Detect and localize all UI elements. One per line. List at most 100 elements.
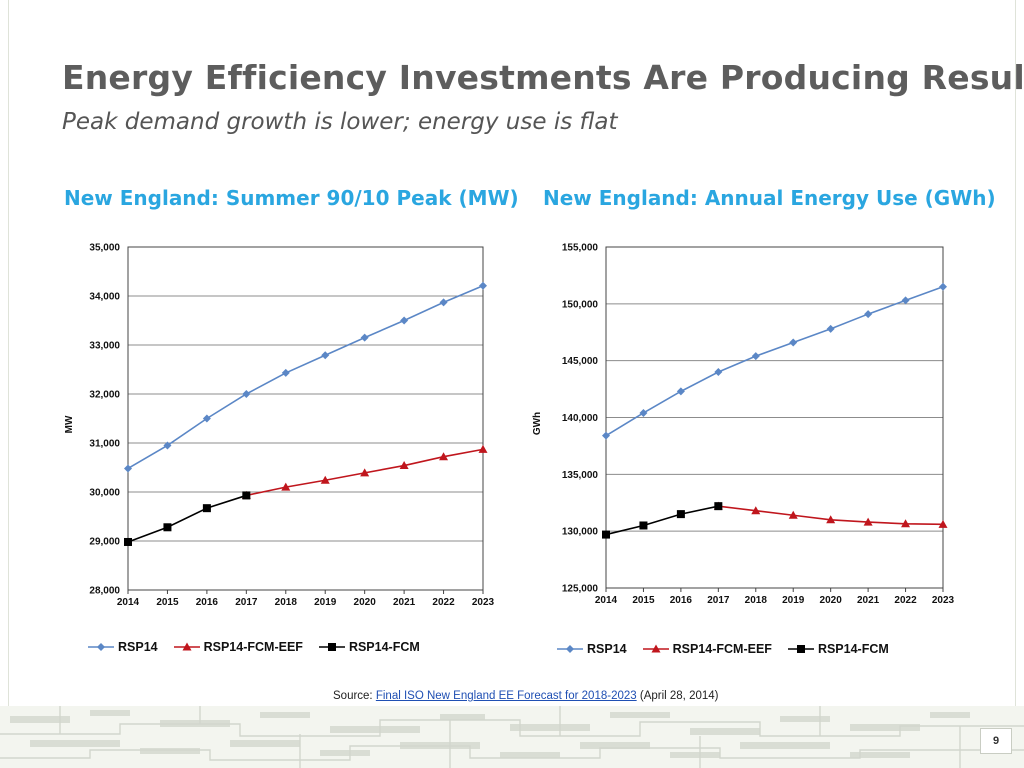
- x-tick-label: 2014: [117, 597, 140, 608]
- legend-swatch-rsp14-fcm: [318, 643, 345, 651]
- data-point-rsp14: [864, 310, 873, 319]
- data-point-rsp14-fcm: [676, 510, 685, 519]
- x-tick-label: 2016: [196, 597, 219, 608]
- data-point-rsp14-fcm: [124, 537, 132, 546]
- legend-item-rsp14-fcm-eef: RSP14-FCM-EEF: [641, 642, 772, 656]
- series-line-rsp14-fcm: [605, 505, 719, 536]
- x-tick-label: 2020: [354, 597, 377, 608]
- data-point-rsp14-fcm-eef: [751, 506, 761, 515]
- annual-energy-chart: 125,000 130,000 135,000 140,000 145,000 150,0…: [532, 243, 955, 607]
- legend-swatch-rsp14: [88, 643, 114, 651]
- y-tick-label: 30,000: [89, 488, 120, 499]
- data-point-rsp14-fcm-eef: [281, 482, 291, 491]
- data-point-rsp14: [826, 324, 835, 333]
- x-tick-label: 2019: [782, 595, 805, 606]
- legend-marker-rsp14-fcm-eef: [651, 644, 661, 653]
- slide-subtitle: Peak demand growth is lower; energy use …: [62, 109, 618, 135]
- y-axis-title: GWh: [532, 412, 543, 435]
- x-tick-label: 2014: [595, 595, 618, 606]
- x-tick-label: 2017: [707, 595, 730, 606]
- data-point-rsp14: [281, 368, 290, 377]
- legend-label: RSP14: [587, 642, 627, 656]
- plot-area-frame: [605, 246, 944, 589]
- data-point-rsp14-fcm-eef: [360, 468, 370, 477]
- y-tick-label: 155,000: [562, 243, 599, 254]
- data-point-rsp14-fcm-eef: [399, 461, 409, 470]
- x-tick-label: 2023: [932, 595, 955, 606]
- y-tick-label: 125,000: [562, 584, 599, 595]
- legend-marker-rsp14-fcm: [327, 643, 336, 651]
- data-point-rsp14-fcm: [202, 504, 211, 513]
- x-tick-label: 2018: [275, 597, 298, 608]
- data-point-rsp14-fcm-eef: [439, 452, 449, 461]
- data-point-rsp14: [479, 281, 487, 290]
- legend-marker-rsp14-fcm-eef: [182, 642, 192, 651]
- circuit-pattern: [0, 706, 1024, 768]
- data-point-rsp14: [439, 298, 448, 307]
- data-point-rsp14: [789, 338, 798, 347]
- legend-swatch-rsp14-fcm-eef: [173, 642, 200, 651]
- data-point-rsp14-fcm: [242, 491, 251, 500]
- data-point-rsp14-fcm-eef: [863, 517, 873, 526]
- data-point-rsp14-fcm-eef: [320, 475, 330, 484]
- legend-label: RSP14: [118, 640, 158, 654]
- source-date: (April 28, 2014): [639, 690, 719, 702]
- legend-swatch-rsp14-fcm: [787, 645, 814, 653]
- legend-item-rsp14-fcm: RSP14-FCM: [786, 642, 889, 656]
- legend-item-rsp14-fcm: RSP14-FCM: [317, 640, 420, 654]
- data-point-rsp14: [242, 390, 251, 398]
- source-label: Source:: [333, 690, 373, 702]
- x-tick-label: 2015: [156, 597, 179, 608]
- data-point-rsp14-fcm-eef: [826, 515, 836, 524]
- source-link[interactable]: Final ISO New England EE Forecast for 20…: [375, 690, 637, 702]
- footer-decoration: 9: [0, 706, 1024, 768]
- legend-marker-rsp14-fcm: [796, 645, 805, 653]
- x-tick-label: 2021: [857, 595, 880, 606]
- y-axis-title: MW: [64, 415, 75, 433]
- legend-item-rsp14-fcm-eef: RSP14-FCM-EEF: [172, 640, 303, 654]
- data-point-rsp14: [676, 387, 685, 396]
- y-tick-label: 28,000: [89, 586, 120, 597]
- summer-peak-chart: 28,000 29,000 30,000 31,000 32,000 33,000 34,0…: [64, 243, 495, 609]
- series-line-rsp14: [605, 286, 944, 437]
- data-point-rsp14-fcm-eef: [901, 519, 911, 528]
- data-point-rsp14: [751, 352, 760, 361]
- page-number: 9: [980, 728, 1012, 754]
- right-chart-heading: New England: Annual Energy Use (GWh): [543, 186, 996, 210]
- y-tick-label: 35,000: [89, 243, 120, 254]
- y-tick-label: 145,000: [562, 356, 599, 367]
- legend-label: RSP14-FCM-EEF: [672, 642, 772, 656]
- right-chart-legend: RSP14 RSP14-FCM-EEF RSP14-FCM: [555, 642, 889, 656]
- x-tick-label: 2017: [235, 597, 258, 608]
- slide-title: Energy Efficiency Investments Are Produc…: [62, 58, 1024, 97]
- x-tick-label: 2015: [632, 595, 655, 606]
- x-tick-label: 2018: [745, 595, 768, 606]
- x-tick-label: 2019: [314, 597, 337, 608]
- series-line-rsp14: [127, 284, 484, 470]
- data-point-rsp14: [400, 316, 409, 325]
- data-point-rsp14: [714, 368, 723, 377]
- data-point-rsp14: [939, 282, 947, 291]
- source-note: Source: Final ISO New England EE Forecas…: [333, 690, 718, 702]
- y-tick-label: 150,000: [562, 299, 599, 310]
- data-point-rsp14: [360, 333, 369, 342]
- data-point-rsp14: [202, 414, 211, 423]
- data-point-rsp14: [321, 351, 330, 360]
- x-tick-label: 2022: [432, 597, 455, 608]
- data-point-rsp14: [901, 296, 910, 305]
- y-tick-label: 33,000: [89, 341, 120, 352]
- legend-swatch-rsp14-fcm-eef: [642, 644, 669, 653]
- data-point-rsp14-fcm-eef: [938, 519, 948, 528]
- legend-marker-rsp14: [97, 643, 105, 651]
- data-point-rsp14: [163, 441, 172, 450]
- data-point-rsp14: [639, 408, 648, 417]
- x-tick-label: 2022: [894, 595, 917, 606]
- y-tick-label: 140,000: [562, 413, 599, 424]
- y-tick-label: 31,000: [89, 439, 120, 450]
- data-point-rsp14: [602, 431, 610, 440]
- data-point-rsp14-fcm: [602, 530, 610, 539]
- legend-marker-rsp14: [566, 645, 574, 653]
- y-tick-label: 130,000: [562, 527, 599, 538]
- data-point-rsp14-fcm-eef: [478, 444, 488, 453]
- legend-swatch-rsp14: [557, 645, 583, 653]
